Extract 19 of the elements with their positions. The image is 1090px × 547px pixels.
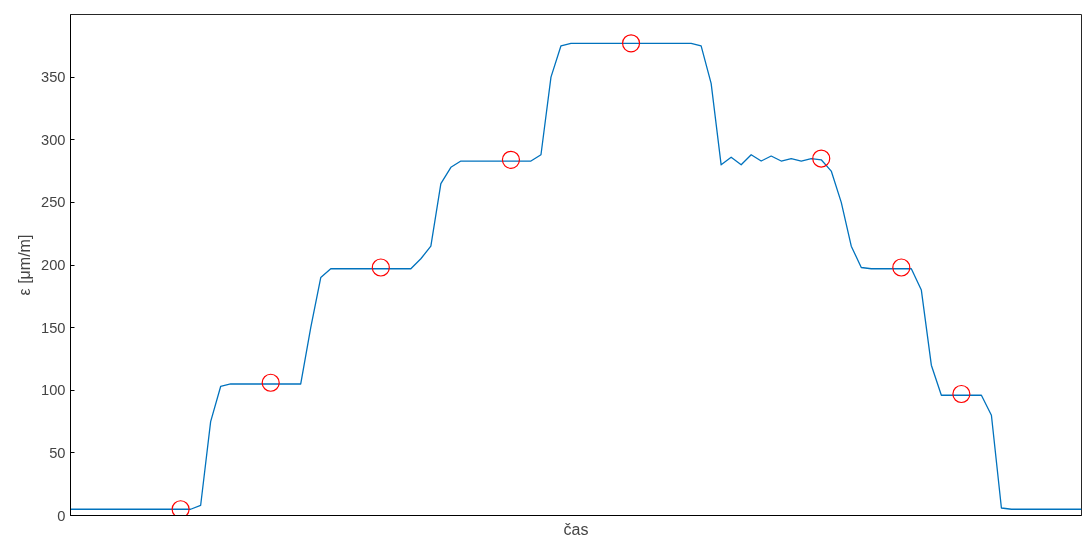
- line-series: [70, 42, 1082, 510]
- y-tick-label: 350: [41, 69, 66, 86]
- y-tick-label: 100: [41, 382, 66, 399]
- y-tick-label: 300: [41, 131, 66, 148]
- y-tick-label: 0: [57, 507, 66, 524]
- point: [501, 150, 521, 169]
- point: [812, 149, 831, 168]
- point: [371, 258, 390, 277]
- point: [892, 258, 911, 277]
- y-tick-label: 50: [49, 444, 66, 461]
- point: [952, 384, 971, 404]
- y-tick-label: 150: [41, 319, 66, 336]
- point: [261, 373, 280, 392]
- point: [171, 500, 190, 516]
- y-axis-title: ε [μm/m]: [16, 234, 34, 296]
- y-tick-label: 200: [41, 257, 66, 273]
- point: [621, 34, 641, 53]
- y-tick-label: 250: [41, 194, 66, 211]
- x-axis-title: čas: [563, 520, 589, 538]
